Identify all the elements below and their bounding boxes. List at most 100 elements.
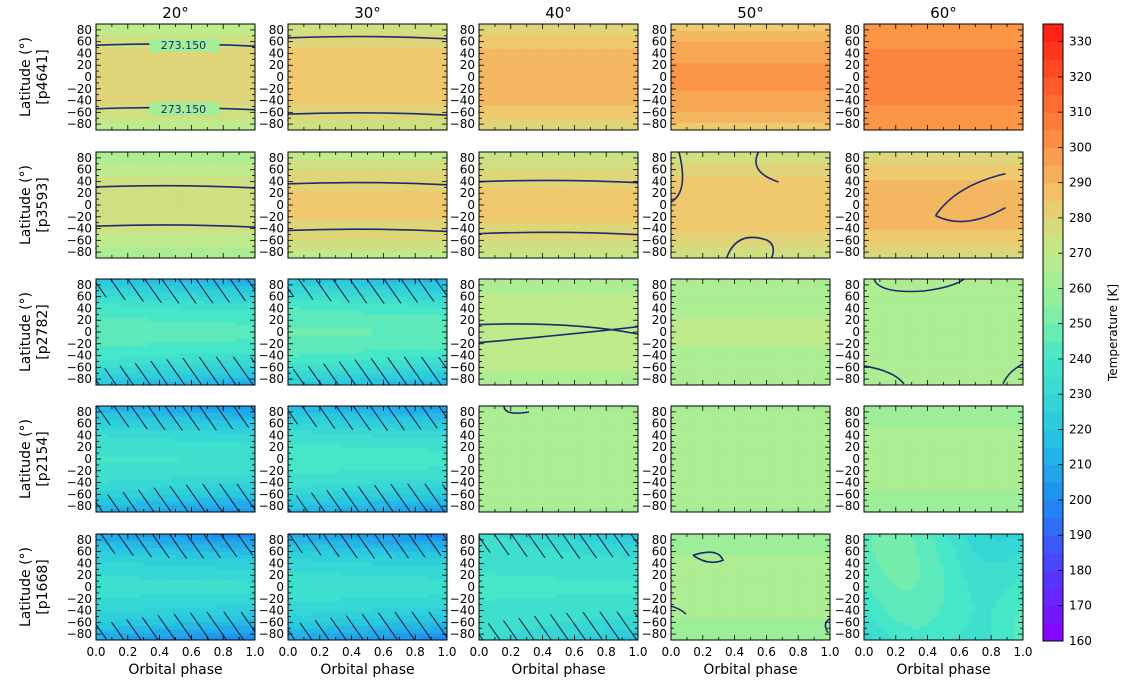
y-tick-label: 20 bbox=[460, 186, 475, 200]
y-tick-label: −20 bbox=[450, 337, 475, 351]
y-tick-label: 60 bbox=[460, 417, 475, 431]
colorbar-segment bbox=[1043, 429, 1063, 448]
y-tick-label: −40 bbox=[450, 476, 475, 490]
y-tick-label: 40 bbox=[845, 46, 860, 60]
colorbar-segment bbox=[1043, 358, 1063, 378]
hatch-region bbox=[96, 611, 255, 640]
y-tick-label: −60 bbox=[835, 105, 860, 119]
y-tick-label: 40 bbox=[652, 556, 667, 570]
y-tick-label: 0 bbox=[659, 580, 667, 594]
row-label-line: Latitude (°) bbox=[18, 165, 34, 245]
contour-line bbox=[934, 172, 1006, 223]
y-tick-label: −80 bbox=[450, 245, 475, 259]
hatch-region bbox=[96, 406, 255, 431]
y-tick-label: 60 bbox=[460, 163, 475, 177]
y-tick-label: −40 bbox=[259, 222, 284, 236]
y-tick-label: 80 bbox=[77, 405, 92, 419]
y-tick-label: −40 bbox=[259, 604, 284, 618]
heat-field bbox=[671, 24, 830, 130]
colorbar-tick-label: 280 bbox=[1069, 211, 1092, 225]
y-tick-label: −60 bbox=[259, 615, 284, 629]
y-tick-label: 20 bbox=[460, 568, 475, 582]
x-axis-label: Orbital phase bbox=[703, 662, 797, 678]
y-tick-label: −60 bbox=[259, 487, 284, 501]
x-tick-label: 1.0 bbox=[628, 645, 647, 659]
heat-field bbox=[671, 279, 830, 385]
y-tick-label: 20 bbox=[652, 58, 667, 72]
y-tick-label: 40 bbox=[652, 301, 667, 315]
y-tick-label: 0 bbox=[659, 198, 667, 212]
heat-field bbox=[288, 24, 447, 130]
contour-label-bg bbox=[149, 101, 220, 116]
y-tick-label: −60 bbox=[450, 233, 475, 247]
heat-field bbox=[671, 534, 830, 640]
x-tick-label: 0.0 bbox=[854, 645, 873, 659]
colorbar-segment bbox=[1043, 235, 1063, 254]
contour-line bbox=[864, 279, 1023, 385]
y-tick-label: −20 bbox=[642, 464, 667, 478]
colorbar: 330 320 310 300 290 280 270 260 250 240 230 220 210 2… bbox=[1042, 23, 1120, 648]
y-tick-label: −60 bbox=[642, 105, 667, 119]
y-tick-label: −40 bbox=[259, 476, 284, 490]
panel-grid: 273.150273.150806040200−20−40−60−8080604… bbox=[67, 23, 1033, 659]
y-tick-label: −20 bbox=[835, 592, 860, 606]
y-tick-label: 80 bbox=[845, 23, 860, 37]
y-tick-label: 20 bbox=[845, 440, 860, 454]
hatch-region bbox=[96, 279, 255, 304]
heat-field bbox=[864, 152, 1023, 258]
y-tick-label: 60 bbox=[460, 290, 475, 304]
y-tick-label: 0 bbox=[276, 198, 284, 212]
y-tick-label: 60 bbox=[845, 417, 860, 431]
row-label: Latitude (°)[p2154] bbox=[18, 419, 51, 499]
y-tick-label: −40 bbox=[642, 349, 667, 363]
hatch-region bbox=[96, 356, 255, 385]
y-tick-label: −20 bbox=[835, 337, 860, 351]
y-tick-label: 0 bbox=[467, 452, 475, 466]
x-tick-label: 0.2 bbox=[118, 645, 137, 659]
y-tick-label: 0 bbox=[467, 198, 475, 212]
y-tick-label: 0 bbox=[852, 198, 860, 212]
y-tick-label: −40 bbox=[835, 222, 860, 236]
y-tick-label: −60 bbox=[67, 233, 92, 247]
x-tick-label: 0.0 bbox=[469, 645, 488, 659]
contour-label-bg bbox=[149, 38, 220, 53]
y-tick-label: 40 bbox=[845, 556, 860, 570]
y-tick-label: 60 bbox=[77, 545, 92, 559]
y-tick-label: 80 bbox=[460, 405, 475, 419]
y-tick-label: −80 bbox=[642, 627, 667, 641]
y-tick-label: 60 bbox=[845, 35, 860, 49]
y-tick-label: −80 bbox=[642, 499, 667, 513]
heat-field bbox=[864, 406, 1023, 512]
y-tick-label: −40 bbox=[642, 604, 667, 618]
y-tick-label: −60 bbox=[67, 360, 92, 374]
x-tick-label: 0.0 bbox=[278, 645, 297, 659]
y-tick-label: 80 bbox=[845, 533, 860, 547]
y-tick-label: 40 bbox=[460, 556, 475, 570]
y-tick-label: −80 bbox=[67, 499, 92, 513]
y-tick-label: 0 bbox=[659, 325, 667, 339]
y-tick-label: −60 bbox=[67, 105, 92, 119]
colorbar-segment bbox=[1043, 253, 1063, 272]
hatch-region bbox=[288, 483, 447, 512]
y-tick-label: −40 bbox=[642, 94, 667, 108]
x-tick-label: 0.6 bbox=[950, 645, 969, 659]
y-tick-label: 60 bbox=[269, 163, 284, 177]
y-tick-label: −80 bbox=[450, 499, 475, 513]
colorbar-segment bbox=[1043, 217, 1063, 237]
y-tick-label: 80 bbox=[269, 533, 284, 547]
x-tick-label: 0.2 bbox=[693, 645, 712, 659]
row-label: Latitude (°)[p2782] bbox=[18, 292, 51, 372]
y-tick-label: 40 bbox=[460, 428, 475, 442]
colorbar-tick-label: 170 bbox=[1069, 599, 1092, 613]
y-tick-label: 60 bbox=[652, 163, 667, 177]
y-tick-label: 0 bbox=[852, 70, 860, 84]
y-tick-label: −20 bbox=[450, 464, 475, 478]
